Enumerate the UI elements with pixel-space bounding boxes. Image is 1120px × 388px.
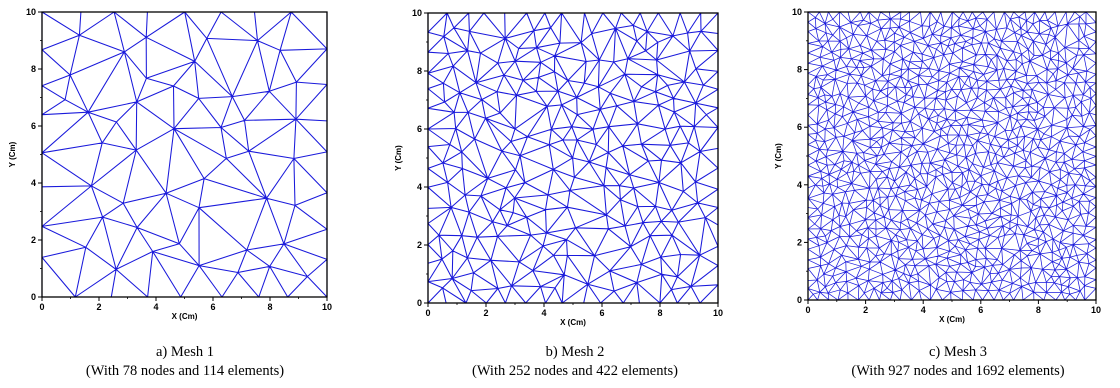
y-tick-label: 4 bbox=[31, 178, 36, 188]
x-tick-label: 8 bbox=[657, 308, 662, 318]
mesh-1-triangulation bbox=[42, 12, 327, 297]
mesh-2-y-ticks: 0 2 4 6 8 10 bbox=[412, 8, 428, 308]
x-tick-label: 10 bbox=[1091, 305, 1101, 315]
mesh-3-triangulation bbox=[808, 12, 1096, 300]
y-tick-label: 8 bbox=[797, 65, 802, 75]
x-tick-label: 0 bbox=[39, 302, 44, 312]
mesh-2-caption-title: b) Mesh 2 bbox=[546, 344, 605, 360]
mesh-3-x-axis-label: X (Cm) bbox=[939, 315, 965, 324]
mesh-1-x-axis-label: X (Cm) bbox=[172, 312, 198, 321]
y-tick-label: 6 bbox=[417, 124, 422, 134]
x-tick-label: 8 bbox=[1036, 305, 1041, 315]
mesh-2-edges bbox=[428, 13, 718, 303]
mesh-2-x-ticks: 0 2 4 6 8 10 bbox=[425, 303, 723, 318]
y-tick-label: 0 bbox=[417, 298, 422, 308]
x-tick-label: 10 bbox=[322, 302, 332, 312]
x-tick-label: 0 bbox=[425, 308, 430, 318]
x-tick-label: 8 bbox=[267, 302, 272, 312]
y-tick-label: 4 bbox=[797, 180, 802, 190]
x-tick-label: 10 bbox=[713, 308, 723, 318]
y-tick-label: 2 bbox=[797, 237, 802, 247]
mesh-1-x-ticks: 0 2 4 6 8 10 bbox=[39, 297, 332, 312]
mesh-3-y-axis-label: Y (Cm) bbox=[774, 143, 783, 169]
y-tick-label: 2 bbox=[31, 235, 36, 245]
mesh-1-caption-title: a) Mesh 1 bbox=[156, 344, 214, 360]
y-tick-label: 8 bbox=[31, 64, 36, 74]
x-tick-label: 4 bbox=[153, 302, 158, 312]
mesh-2-y-axis-label: Y (Cm) bbox=[394, 145, 403, 171]
x-tick-label: 2 bbox=[96, 302, 101, 312]
y-tick-label: 2 bbox=[417, 240, 422, 250]
mesh-3-caption-title: c) Mesh 3 bbox=[929, 344, 987, 360]
mesh-3-y-ticks: 0 2 4 6 8 10 bbox=[792, 7, 808, 305]
x-tick-label: 4 bbox=[921, 305, 926, 315]
mesh-3-edges bbox=[808, 12, 1096, 300]
x-tick-label: 2 bbox=[483, 308, 488, 318]
x-tick-label: 4 bbox=[541, 308, 546, 318]
mesh-1-edges bbox=[42, 12, 327, 297]
y-tick-label: 10 bbox=[412, 8, 422, 18]
x-tick-label: 2 bbox=[863, 305, 868, 315]
x-tick-label: 0 bbox=[805, 305, 810, 315]
y-tick-label: 10 bbox=[26, 7, 36, 17]
mesh-1-caption-detail: (With 78 nodes and 114 elements) bbox=[86, 363, 284, 379]
mesh-3-caption-detail: (With 927 nodes and 1692 elements) bbox=[851, 363, 1064, 379]
y-tick-label: 8 bbox=[417, 66, 422, 76]
mesh-2-x-axis-label: X (Cm) bbox=[560, 318, 586, 327]
mesh-2-triangulation bbox=[428, 13, 718, 303]
y-tick-label: 10 bbox=[792, 7, 802, 17]
x-tick-label: 6 bbox=[210, 302, 215, 312]
y-tick-label: 4 bbox=[417, 182, 422, 192]
x-tick-label: 6 bbox=[599, 308, 604, 318]
mesh-2-caption-detail: (With 252 nodes and 422 elements) bbox=[472, 363, 678, 379]
y-tick-label: 6 bbox=[31, 121, 36, 131]
mesh-1-y-axis-label: Y (Cm) bbox=[8, 141, 17, 167]
y-tick-label: 0 bbox=[31, 292, 36, 302]
mesh-3-x-ticks: 0 2 4 6 8 10 bbox=[805, 300, 1101, 315]
x-tick-label: 6 bbox=[978, 305, 983, 315]
mesh-1-y-ticks: 0 2 4 6 8 10 bbox=[26, 7, 42, 302]
y-tick-label: 0 bbox=[797, 295, 802, 305]
y-tick-label: 6 bbox=[797, 122, 802, 132]
